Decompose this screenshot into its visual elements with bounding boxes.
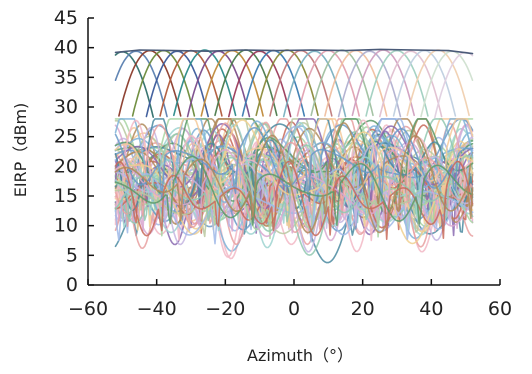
main-beam-series-line <box>324 49 388 117</box>
sidelobe-series-line <box>114 144 474 232</box>
sidelobe-series-line <box>114 122 474 234</box>
main-beam-series-line <box>365 49 429 117</box>
envelope-series-line <box>114 48 474 55</box>
main-beam-series-line <box>337 50 402 118</box>
y-tick-label: 5 <box>66 244 78 266</box>
y-axis-label: EIRP（dBm) <box>11 103 30 198</box>
main-beam-series-line <box>131 49 196 117</box>
y-tick-label: 40 <box>54 37 78 59</box>
x-tick-label: 40 <box>419 298 443 320</box>
y-tick-label: 45 <box>54 7 78 29</box>
ticks: 0 5 10 15 20 25 30 35 40 45 −60 −40 −20 0 20 40 60 <box>54 7 512 320</box>
main-beam-series-line <box>269 49 333 117</box>
x-tick-label: 20 <box>351 298 375 320</box>
main-beam-series-line <box>241 49 306 117</box>
main-beam-series-line <box>200 49 264 117</box>
main-beam-series-line <box>379 50 443 118</box>
y-tick-label: 15 <box>54 185 78 207</box>
y-tick-label: 35 <box>54 66 78 88</box>
sidelobe-series-line <box>114 126 474 202</box>
x-tick-label: −40 <box>137 298 177 320</box>
sidelobe-series-line <box>114 122 474 228</box>
main-beam-series-line <box>159 49 223 117</box>
main-beam-series-line <box>186 50 251 118</box>
sidelobe-series-line <box>114 118 474 225</box>
x-tick-label: −20 <box>205 298 245 320</box>
x-axis-label: Azimuth（°） <box>247 346 353 365</box>
series-layer <box>114 48 474 264</box>
sidelobe-series-line <box>114 121 474 249</box>
y-tick-label: 0 <box>66 274 78 296</box>
y-tick-label: 10 <box>54 215 78 237</box>
y-tick-label: 25 <box>54 126 78 148</box>
sidelobe-series-line <box>114 119 474 245</box>
y-tick-label: 20 <box>54 155 78 177</box>
main-beam-series-line <box>296 49 360 117</box>
main-beam-series-line <box>282 50 347 118</box>
x-tick-label: 60 <box>488 298 512 320</box>
sidelobe-series-line <box>114 155 474 227</box>
x-tick-label: −60 <box>68 298 108 320</box>
main-beam-series-line <box>228 50 292 118</box>
x-tick-label: 0 <box>288 298 300 320</box>
y-tick-label: 30 <box>54 96 78 118</box>
main-beam-series-line <box>114 50 168 118</box>
main-beam-series-line <box>420 50 474 118</box>
main-beam-series-line <box>145 50 209 118</box>
main-beam-series-line <box>392 49 457 117</box>
sidelobe-series-line <box>114 160 474 240</box>
